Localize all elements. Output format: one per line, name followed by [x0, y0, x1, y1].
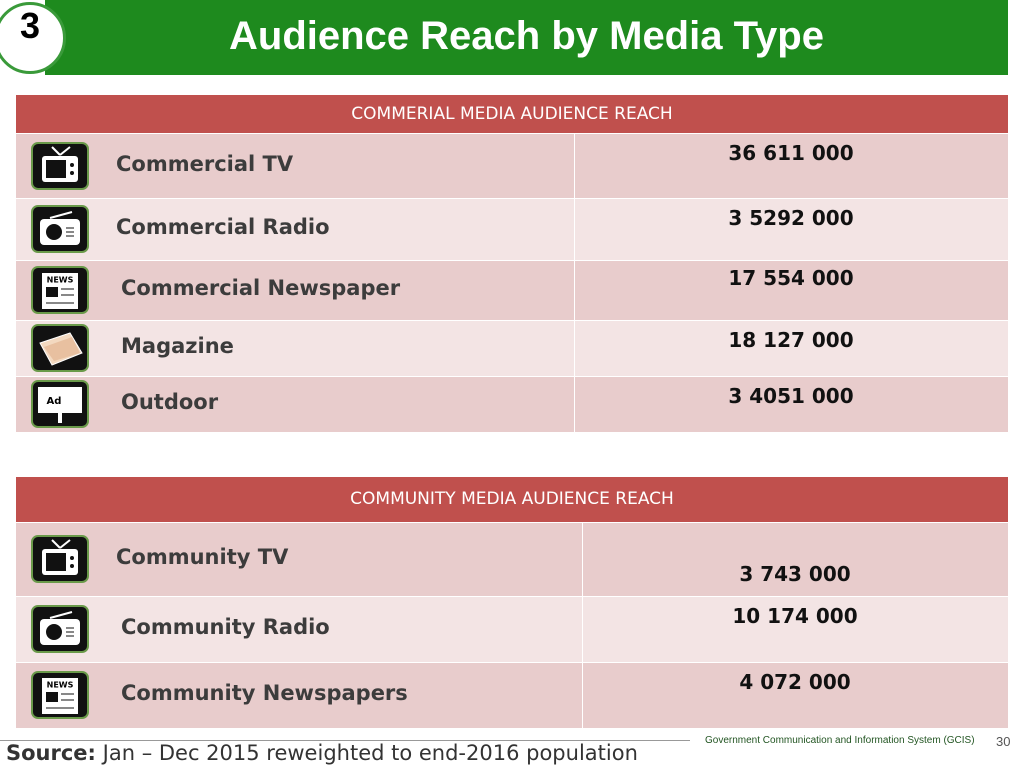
audience-value: 18 127 000: [728, 328, 854, 352]
column-divider: [574, 320, 575, 376]
icon-tv: [31, 535, 89, 583]
audience-value: 4 072 000: [739, 670, 851, 694]
media-label: Community Newspapers: [121, 681, 408, 705]
media-label: Outdoor: [121, 390, 219, 414]
title-bar: [45, 0, 1008, 75]
audience-value: 36 611 000: [728, 141, 854, 165]
source-label: Source:: [6, 741, 96, 765]
table-row: [16, 662, 1008, 728]
icon-news: NEWS: [31, 671, 89, 719]
organization: Government Communication and Information…: [705, 735, 975, 746]
column-divider: [582, 522, 583, 596]
slide-badge: 3: [0, 2, 66, 74]
source-text: Jan – Dec 2015 reweighted to end-2016 po…: [102, 741, 638, 765]
icon-label: NEWS: [47, 276, 74, 285]
table-header: COMMUNITY MEDIA AUDIENCE REACH: [16, 477, 1008, 522]
table-row: [16, 133, 1008, 198]
footer-line: [0, 740, 690, 741]
page-number: 30: [996, 734, 1011, 749]
table-row: [16, 260, 1008, 320]
column-divider: [574, 260, 575, 320]
column-divider: [574, 133, 575, 198]
media-label: Community TV: [116, 545, 289, 569]
column-divider: [574, 198, 575, 260]
audience-value: 3 4051 000: [728, 384, 854, 408]
column-divider: [574, 376, 575, 432]
media-label: Commercial TV: [116, 151, 294, 176]
icon-news: NEWS: [31, 266, 89, 314]
column-divider: [582, 662, 583, 728]
source: Source: Jan – Dec 2015 reweighted to end…: [6, 741, 638, 765]
media-label: Commercial Newspaper: [121, 276, 401, 300]
table-header: COMMERIAL MEDIA AUDIENCE REACH: [16, 95, 1008, 133]
audience-value: 10 174 000: [732, 604, 858, 628]
icon-label: Ad: [47, 396, 62, 407]
audience-value: 3 5292 000: [728, 206, 854, 230]
audience-value: 17 554 000: [728, 266, 854, 290]
table-row: [16, 376, 1008, 432]
table-row: [16, 522, 1008, 596]
icon-radio: [31, 605, 89, 653]
media-label: Commercial Radio: [116, 215, 330, 239]
icon-ad: Ad: [31, 380, 89, 428]
media-label: Community Radio: [121, 615, 330, 639]
table-row: [16, 198, 1008, 260]
table-row: [16, 320, 1008, 376]
table-row: [16, 596, 1008, 662]
audience-value: 3 743 000: [739, 562, 851, 586]
icon-label: NEWS: [47, 681, 74, 690]
media-label: Magazine: [121, 334, 234, 358]
icon-mag: [31, 324, 89, 372]
title: Audience Reach by Media Type: [229, 14, 824, 58]
icon-radio: [31, 205, 89, 253]
icon-tv: [31, 141, 89, 190]
column-divider: [582, 596, 583, 662]
